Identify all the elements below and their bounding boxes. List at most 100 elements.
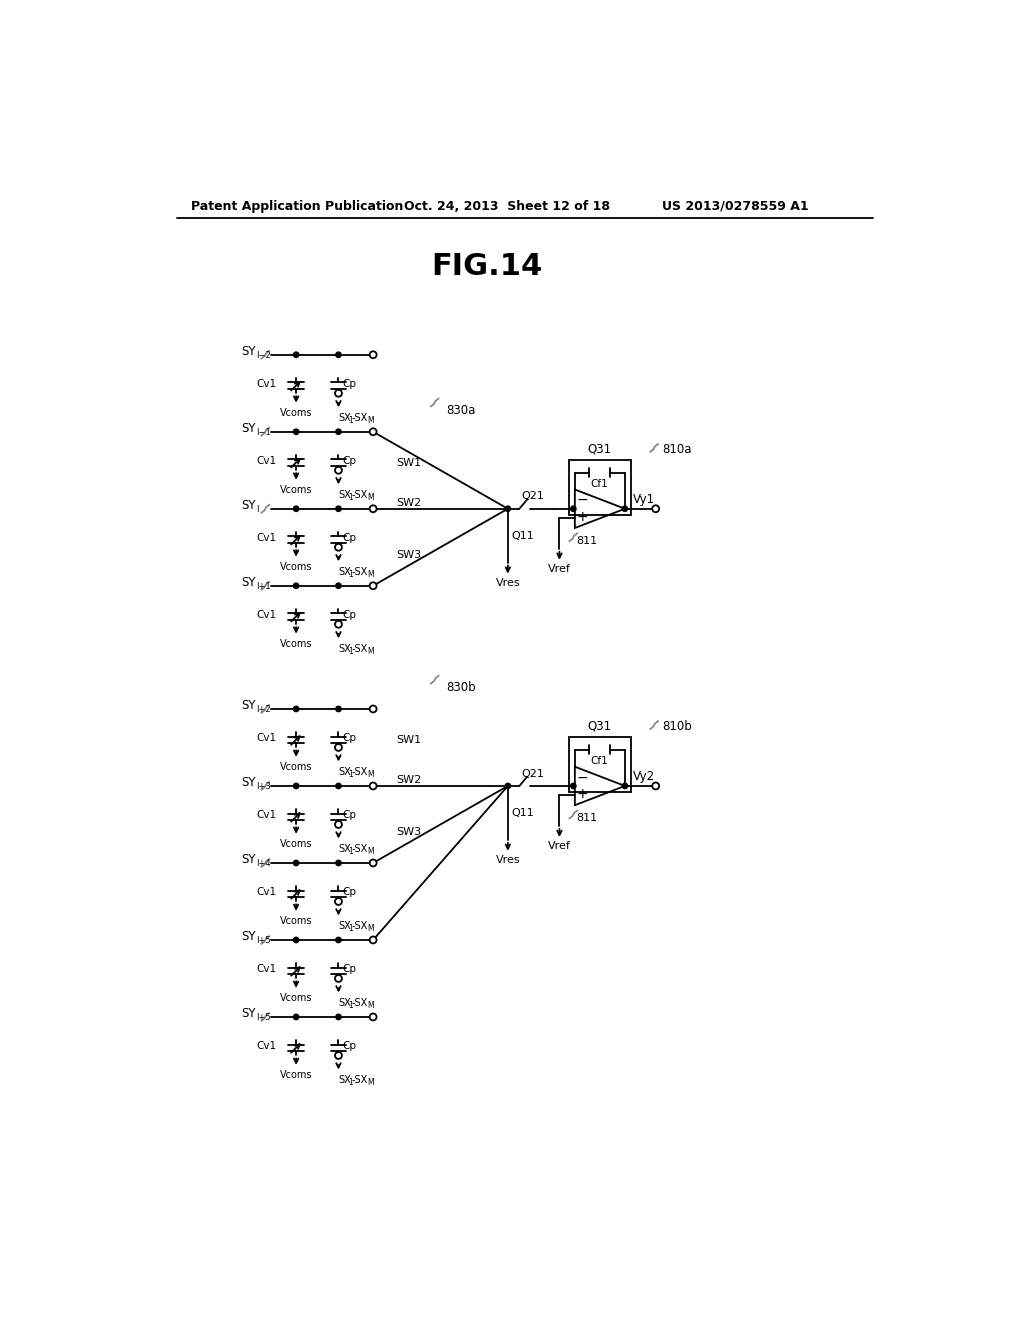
Text: M: M xyxy=(367,1001,374,1010)
Text: Vcoms: Vcoms xyxy=(280,763,312,772)
Text: Cp: Cp xyxy=(342,455,356,466)
Text: Cp: Cp xyxy=(342,610,356,620)
Text: Vres: Vres xyxy=(496,855,520,865)
Circle shape xyxy=(336,506,341,511)
Text: -SX: -SX xyxy=(351,644,368,653)
Text: Q21: Q21 xyxy=(521,491,544,502)
Circle shape xyxy=(570,783,577,788)
Circle shape xyxy=(335,467,342,474)
Text: US 2013/0278559 A1: US 2013/0278559 A1 xyxy=(662,199,809,213)
Text: -SX: -SX xyxy=(351,998,368,1008)
Text: Vcoms: Vcoms xyxy=(280,562,312,573)
Text: 1: 1 xyxy=(348,492,353,502)
Circle shape xyxy=(294,583,299,589)
Text: SX: SX xyxy=(339,921,351,931)
Text: Vcoms: Vcoms xyxy=(280,1071,312,1081)
Text: Vref: Vref xyxy=(548,564,571,574)
Text: 811: 811 xyxy=(577,536,598,546)
Text: M: M xyxy=(367,847,374,855)
Circle shape xyxy=(294,783,299,788)
Circle shape xyxy=(505,506,511,511)
Circle shape xyxy=(335,821,342,828)
Text: I−2: I−2 xyxy=(256,351,270,360)
Text: Cf1: Cf1 xyxy=(591,756,608,766)
Text: -SX: -SX xyxy=(351,921,368,931)
Bar xyxy=(568,461,631,515)
Text: -SX: -SX xyxy=(351,1074,368,1085)
Text: I+4: I+4 xyxy=(256,859,270,869)
Text: Q11: Q11 xyxy=(512,808,535,818)
Text: SX: SX xyxy=(339,490,351,500)
Circle shape xyxy=(336,352,341,358)
Circle shape xyxy=(336,783,341,788)
Text: SW2: SW2 xyxy=(396,775,422,785)
Text: Oct. 24, 2013  Sheet 12 of 18: Oct. 24, 2013 Sheet 12 of 18 xyxy=(403,199,610,213)
Text: M: M xyxy=(367,647,374,656)
Text: SW1: SW1 xyxy=(396,458,421,467)
Circle shape xyxy=(336,706,341,711)
Text: Cv1: Cv1 xyxy=(257,964,276,974)
Text: SX: SX xyxy=(339,566,351,577)
Text: I: I xyxy=(256,504,259,513)
Text: Vcoms: Vcoms xyxy=(280,639,312,649)
Text: 1: 1 xyxy=(348,416,353,425)
Text: SX: SX xyxy=(339,1074,351,1085)
Text: SW3: SW3 xyxy=(396,828,421,837)
Text: Cv1: Cv1 xyxy=(257,810,276,820)
Text: Vcoms: Vcoms xyxy=(280,486,312,495)
Text: M: M xyxy=(367,570,374,578)
Circle shape xyxy=(370,506,377,512)
Text: SW1: SW1 xyxy=(396,735,421,744)
Text: Patent Application Publication: Patent Application Publication xyxy=(190,199,403,213)
Text: SY: SY xyxy=(241,576,255,589)
Text: M: M xyxy=(367,1078,374,1086)
Text: Cv1: Cv1 xyxy=(257,1041,276,1051)
Circle shape xyxy=(335,544,342,550)
Circle shape xyxy=(294,706,299,711)
Text: SY: SY xyxy=(241,700,255,711)
Bar xyxy=(568,738,631,792)
Text: Cv1: Cv1 xyxy=(257,610,276,620)
Circle shape xyxy=(336,583,341,589)
Text: -SX: -SX xyxy=(351,490,368,500)
Text: 830a: 830a xyxy=(446,404,475,417)
Circle shape xyxy=(370,351,377,358)
Text: Cp: Cp xyxy=(342,733,356,743)
Text: Vcoms: Vcoms xyxy=(280,916,312,927)
Text: I−1: I−1 xyxy=(256,428,270,437)
Circle shape xyxy=(336,1014,341,1019)
Text: Cp: Cp xyxy=(342,1041,356,1051)
Text: Q31: Q31 xyxy=(588,719,612,733)
Text: Cf1: Cf1 xyxy=(591,479,608,488)
Circle shape xyxy=(335,389,342,397)
Text: 811: 811 xyxy=(577,813,598,824)
Text: SX: SX xyxy=(339,644,351,653)
Circle shape xyxy=(335,620,342,628)
Circle shape xyxy=(336,861,341,866)
Circle shape xyxy=(623,783,628,788)
Text: Cv1: Cv1 xyxy=(257,733,276,743)
Text: Cv1: Cv1 xyxy=(257,533,276,543)
Text: Vcoms: Vcoms xyxy=(280,840,312,850)
Text: −: − xyxy=(577,771,589,784)
Text: M: M xyxy=(367,416,374,425)
Text: SX: SX xyxy=(339,998,351,1008)
Text: SW2: SW2 xyxy=(396,498,422,508)
Circle shape xyxy=(336,429,341,434)
Text: Vres: Vres xyxy=(496,578,520,587)
Text: -SX: -SX xyxy=(351,767,368,777)
Text: Vcoms: Vcoms xyxy=(280,994,312,1003)
Text: SX: SX xyxy=(339,843,351,854)
Text: SY: SY xyxy=(241,345,255,358)
Text: SX: SX xyxy=(339,413,351,422)
Text: M: M xyxy=(367,770,374,779)
Text: Cp: Cp xyxy=(342,810,356,820)
Circle shape xyxy=(294,861,299,866)
Circle shape xyxy=(294,937,299,942)
Text: 1: 1 xyxy=(348,647,353,656)
Circle shape xyxy=(335,744,342,751)
Text: SY: SY xyxy=(241,499,255,512)
Text: Q21: Q21 xyxy=(521,768,544,779)
Text: SW3: SW3 xyxy=(396,550,421,560)
Text: I+5: I+5 xyxy=(256,936,270,945)
